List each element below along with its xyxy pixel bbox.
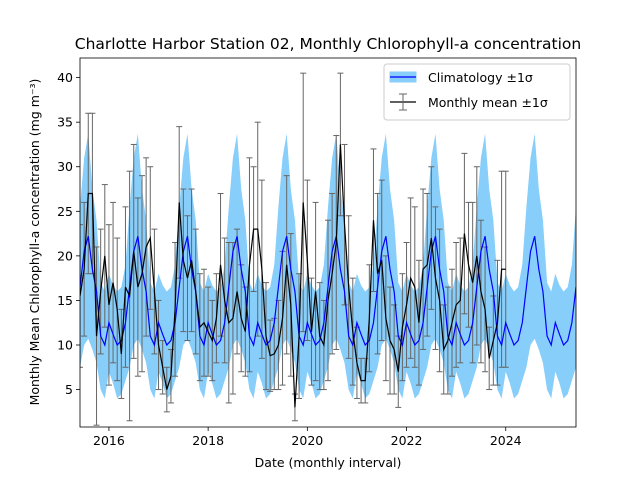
x-axis: 2016 2018 2020 2022 2024 (93, 427, 522, 448)
y-axis: 5 10 15 20 25 30 35 40 (57, 70, 80, 397)
x-tick-label: 2016 (93, 433, 125, 448)
y-tick-label: 15 (57, 293, 73, 308)
data-layer (80, 72, 576, 426)
x-tick-label: 2020 (291, 433, 323, 448)
legend-label-climatology: Climatology ±1σ (428, 70, 533, 85)
x-tick-label: 2018 (192, 433, 224, 448)
chart-title: Charlotte Harbor Station 02, Monthly Chl… (75, 35, 581, 53)
x-tick-label: 2022 (391, 433, 423, 448)
monthly-mean-line (80, 144, 506, 408)
climatology-mean-line (80, 236, 576, 347)
legend: Climatology ±1σ Monthly mean ±1σ (383, 63, 571, 121)
y-axis-label: Monthly Mean Chlorophyll-a concentration… (27, 79, 42, 406)
x-tick-label: 2024 (490, 433, 522, 448)
y-tick-label: 5 (65, 382, 73, 397)
legend-box (383, 63, 571, 121)
y-tick-label: 25 (57, 204, 73, 219)
legend-label-monthly: Monthly mean ±1σ (428, 95, 548, 110)
y-tick-label: 40 (57, 70, 73, 85)
y-tick-label: 35 (57, 115, 73, 130)
y-tick-label: 20 (57, 248, 73, 263)
x-axis-label: Date (monthly interval) (255, 455, 402, 470)
y-tick-label: 30 (57, 159, 73, 174)
y-tick-label: 10 (57, 338, 73, 353)
plot-frame (79, 57, 577, 428)
